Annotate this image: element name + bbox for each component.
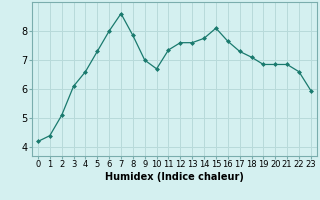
X-axis label: Humidex (Indice chaleur): Humidex (Indice chaleur) (105, 172, 244, 182)
